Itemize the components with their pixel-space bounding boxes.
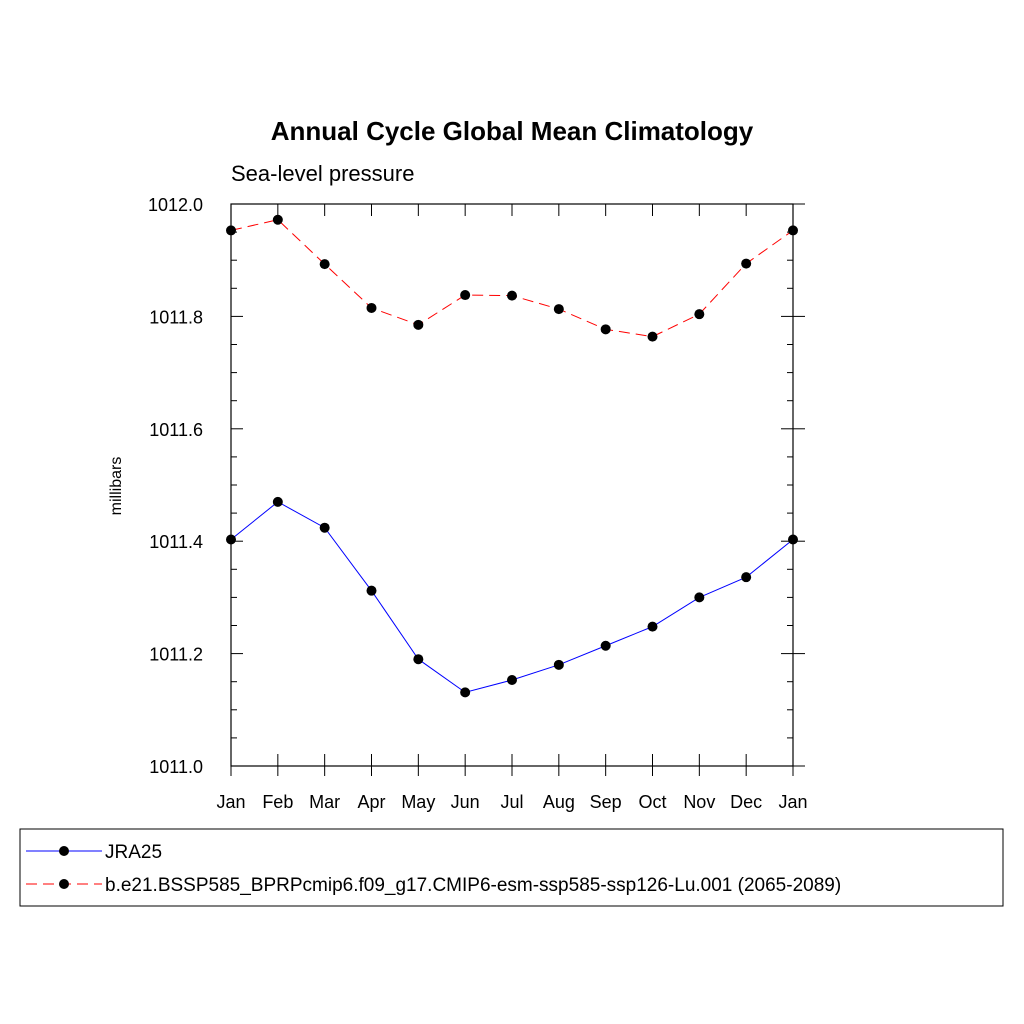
series-2-point	[600, 324, 611, 335]
legend-box	[19, 828, 1004, 907]
series-1-point	[553, 659, 564, 670]
series-2-point	[741, 258, 752, 269]
y-tick-label: 1012.0	[148, 195, 203, 215]
plot-area	[226, 214, 798, 698]
series-2-point	[272, 214, 283, 225]
series-2-point	[694, 309, 705, 320]
series-1-point	[319, 522, 330, 533]
x-tick-label: Apr	[357, 792, 385, 812]
y-tick-label: 1011.2	[149, 645, 203, 665]
x-tick-label: Jan	[778, 792, 807, 812]
x-tick-label: Dec	[730, 792, 762, 812]
x-tick-label: Sep	[590, 792, 622, 812]
x-tick-label: Jan	[216, 792, 245, 812]
series-1-point	[647, 621, 658, 632]
legend-marker-1	[59, 846, 69, 856]
series-1-point	[507, 675, 517, 686]
x-tick-label: May	[401, 792, 435, 812]
chart-subtitle: Sea-level pressure	[231, 161, 414, 186]
series-line-1	[230, 501, 794, 693]
x-tick-label: Nov	[683, 792, 715, 812]
series-1-point	[366, 585, 377, 596]
axes: Jan Feb Mar Apr May Jun Jul Aug Sep Oct Nov Dec Jan 1…	[148, 195, 808, 812]
series-2-point	[460, 290, 471, 301]
y-axis-label: millibars	[108, 457, 125, 516]
series-1-point	[413, 654, 424, 665]
y-tick-label: 1011.4	[149, 532, 203, 552]
x-tick-label: Jun	[451, 792, 480, 812]
y-tick-label: 1011.8	[149, 307, 203, 327]
x-tick-label: Mar	[309, 792, 340, 812]
series-2-point	[413, 319, 424, 330]
series-2-point	[507, 290, 517, 301]
chart-title: Annual Cycle Global Mean Climatology	[271, 116, 754, 146]
legend: JRA25 b.e21.BSSP585_BPRPcmip6.f09_g17.CMI…	[19, 828, 1004, 907]
legend-marker-2	[59, 879, 69, 889]
y-tick-label: 1011.6	[149, 420, 203, 440]
series-2-point	[319, 259, 330, 270]
series-2-point	[647, 331, 658, 342]
x-tick-label: Oct	[638, 792, 666, 812]
legend-label-1: JRA25	[105, 842, 162, 863]
series-1-point	[694, 592, 705, 603]
x-tick-label: Jul	[500, 792, 523, 812]
series-1-point	[272, 496, 283, 507]
series-line-2	[230, 219, 794, 338]
series-1-point	[741, 572, 752, 583]
x-tick-label: Feb	[262, 792, 293, 812]
x-tick-label: Aug	[543, 792, 575, 812]
legend-label-2: b.e21.BSSP585_BPRPcmip6.f09_g17.CMIP6-es…	[105, 875, 841, 896]
series-1-point	[460, 687, 471, 698]
series-2-point	[553, 304, 564, 315]
series-1-point	[600, 640, 611, 651]
series-2-point	[366, 302, 377, 313]
y-tick-label: 1011.0	[149, 757, 203, 777]
